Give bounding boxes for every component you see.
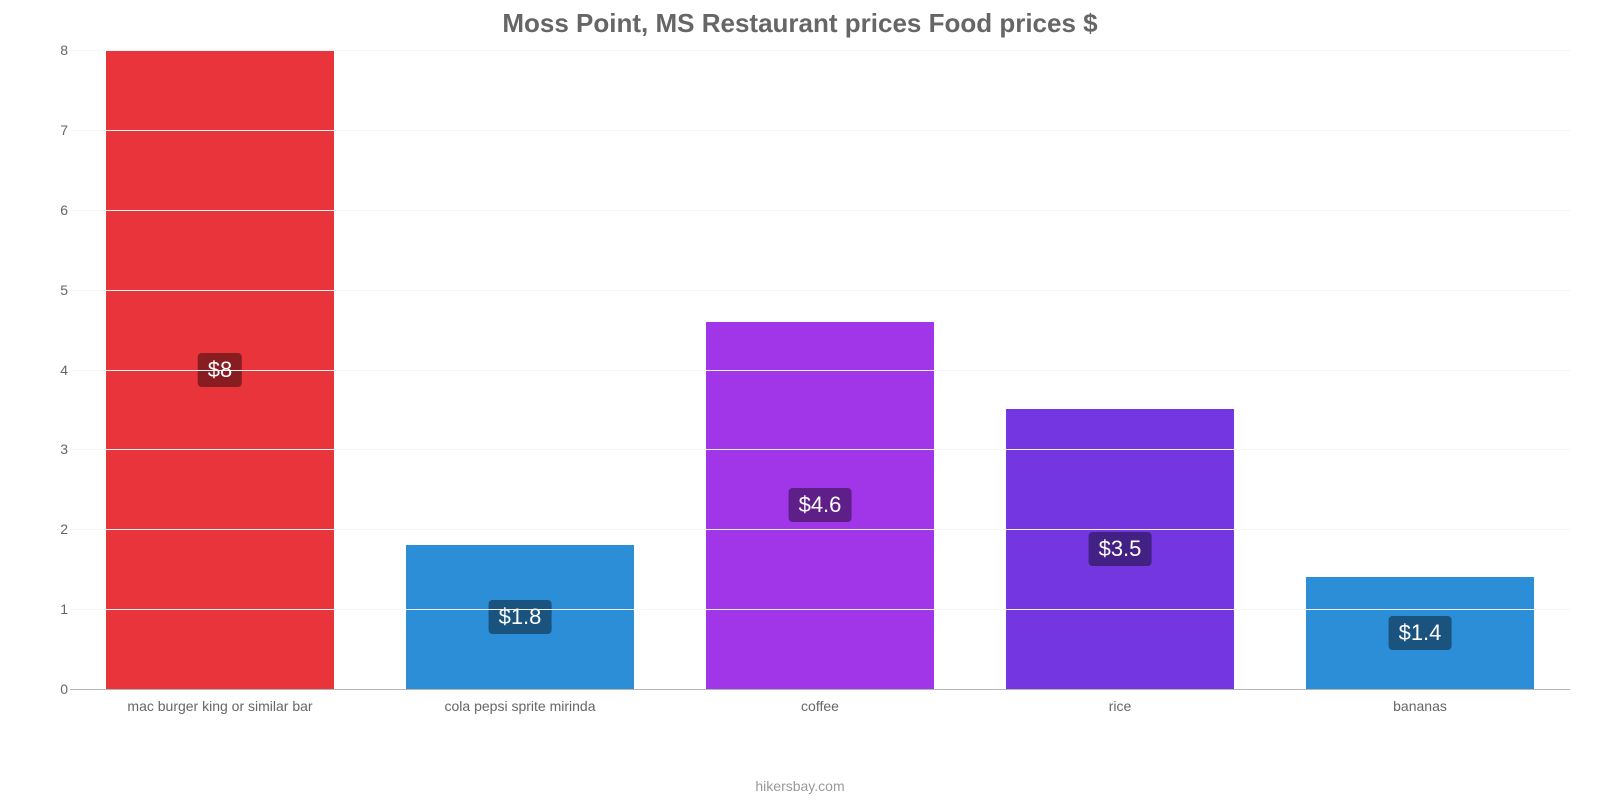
x-axis-labels: mac burger king or similar barcola pepsi… <box>70 690 1570 720</box>
bar-value-label: $4.6 <box>789 488 852 522</box>
y-tick-label: 2 <box>50 521 68 537</box>
bar: $3.5 <box>1006 409 1234 689</box>
y-tick-label: 7 <box>50 122 68 138</box>
chart-area: $8$1.8$4.6$3.5$1.4 012345678 mac burger … <box>50 50 1570 720</box>
y-tick-label: 3 <box>50 441 68 457</box>
y-tick-label: 5 <box>50 282 68 298</box>
plot-area: $8$1.8$4.6$3.5$1.4 012345678 <box>70 50 1570 690</box>
y-tick-label: 8 <box>50 42 68 58</box>
y-tick-label: 6 <box>50 202 68 218</box>
x-axis-label: mac burger king or similar bar <box>70 690 370 720</box>
credit-text: hikersbay.com <box>0 778 1600 794</box>
gridline <box>70 370 1570 371</box>
bar-value-label: $3.5 <box>1089 532 1152 566</box>
bar: $1.8 <box>406 545 634 689</box>
bar-value-label: $1.4 <box>1389 616 1452 650</box>
gridline <box>70 210 1570 211</box>
bar: $1.4 <box>1306 577 1534 689</box>
gridline <box>70 609 1570 610</box>
y-tick-label: 0 <box>50 681 68 697</box>
gridline <box>70 50 1570 51</box>
gridline <box>70 290 1570 291</box>
x-axis-label: coffee <box>670 690 970 720</box>
bar-value-label: $1.8 <box>489 600 552 634</box>
x-axis-label: rice <box>970 690 1270 720</box>
y-tick-label: 4 <box>50 362 68 378</box>
y-tick-label: 1 <box>50 601 68 617</box>
gridline <box>70 130 1570 131</box>
gridline <box>70 449 1570 450</box>
bar: $4.6 <box>706 322 934 689</box>
x-axis-label: bananas <box>1270 690 1570 720</box>
gridline <box>70 529 1570 530</box>
chart-title: Moss Point, MS Restaurant prices Food pr… <box>0 0 1600 39</box>
x-axis-label: cola pepsi sprite mirinda <box>370 690 670 720</box>
